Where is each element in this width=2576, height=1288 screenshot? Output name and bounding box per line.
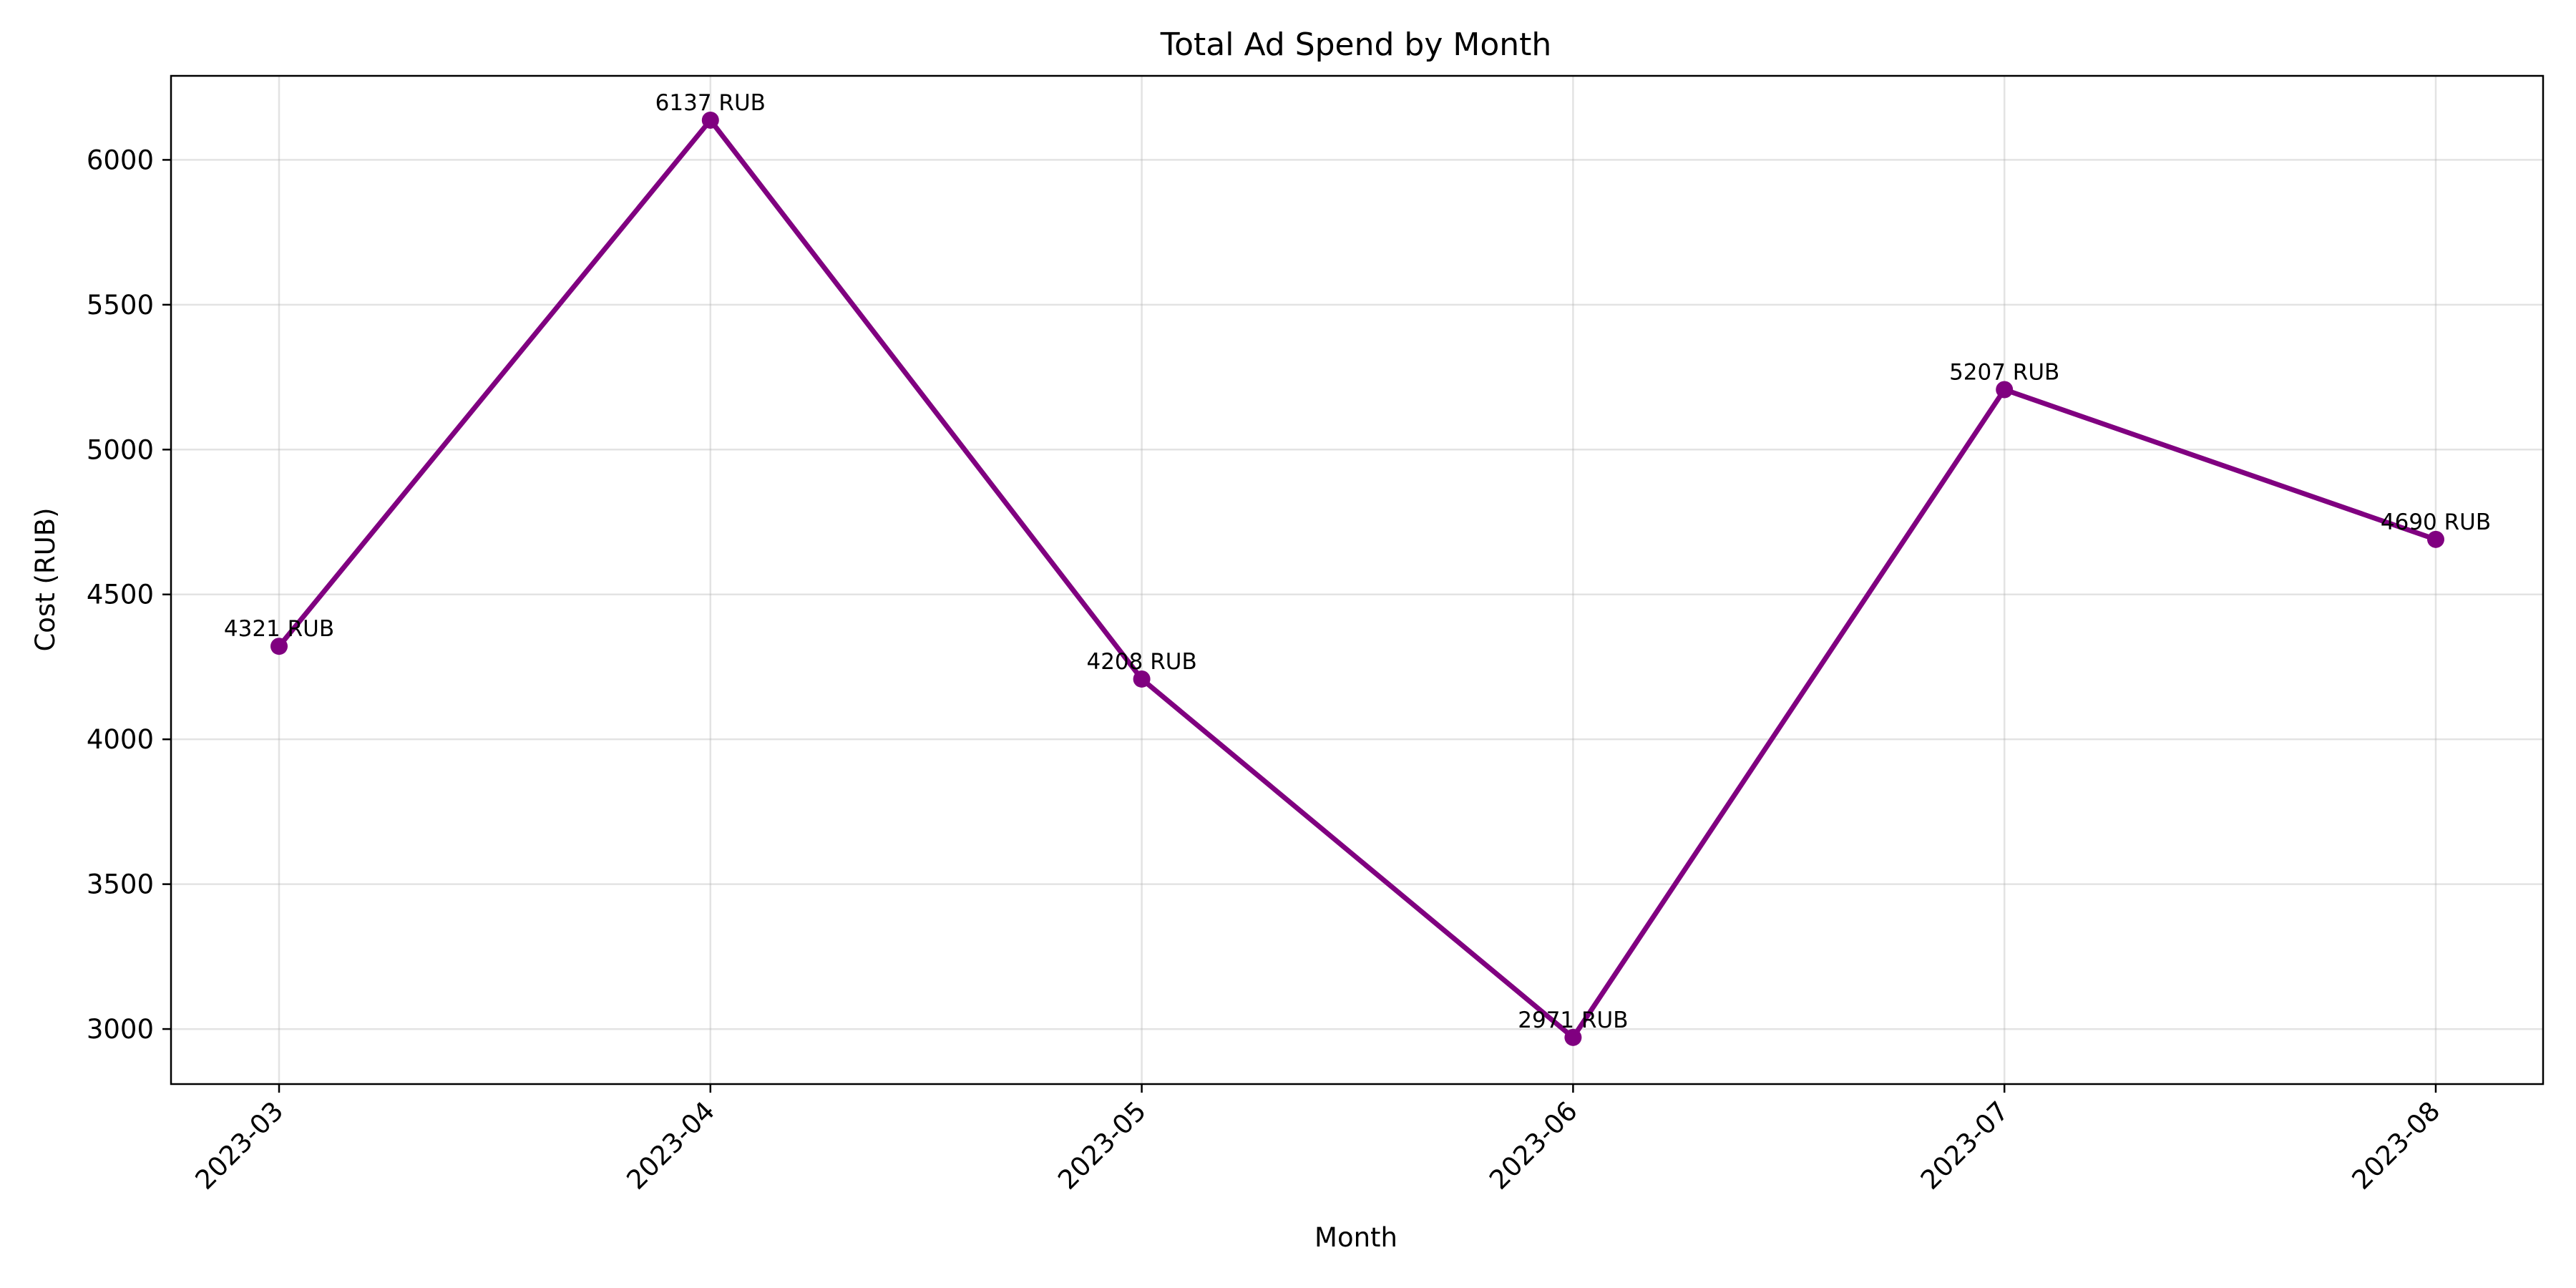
y-tick-label: 4500: [87, 580, 154, 610]
data-point: [1564, 1028, 1582, 1046]
y-tick-label: 5000: [87, 434, 154, 465]
series-line-group: [277, 117, 2437, 1040]
data-label: 6137 RUB: [655, 90, 766, 116]
plot-frame: [170, 74, 2545, 1085]
data-point: [2427, 530, 2444, 548]
grid-lines: [171, 76, 2543, 1084]
data-label: 5207 RUB: [1949, 359, 2059, 385]
x-axis-label: Month: [1314, 1222, 1397, 1253]
data-point: [1133, 670, 1151, 688]
series-line: [277, 117, 2437, 1040]
data-labels: 4321 RUB 6137 RUB 4208 RUB 2971 RUB 5207 RUB…: [224, 90, 2491, 1033]
y-axis-ticks: 3000 3500 4000 4500 5000 5500 6000: [87, 145, 171, 1045]
y-tick-label: 3000: [87, 1014, 154, 1045]
data-points: [270, 111, 2444, 1046]
y-tick-label: 5500: [87, 290, 154, 321]
data-point: [1996, 381, 2014, 399]
data-label: 4690 RUB: [2381, 509, 2491, 535]
y-tick-label: 4000: [87, 724, 154, 755]
data-label: 4321 RUB: [224, 616, 334, 642]
data-point: [701, 111, 719, 129]
data-point: [270, 638, 288, 655]
chart-title: Total Ad Spend by Month: [1160, 26, 1552, 63]
y-axis-label: Cost (RUB): [30, 507, 61, 651]
y-tick-label: 3500: [87, 869, 154, 900]
y-tick-label: 6000: [87, 145, 154, 175]
data-label: 4208 RUB: [1086, 649, 1196, 675]
data-label: 2971 RUB: [1518, 1008, 1628, 1033]
